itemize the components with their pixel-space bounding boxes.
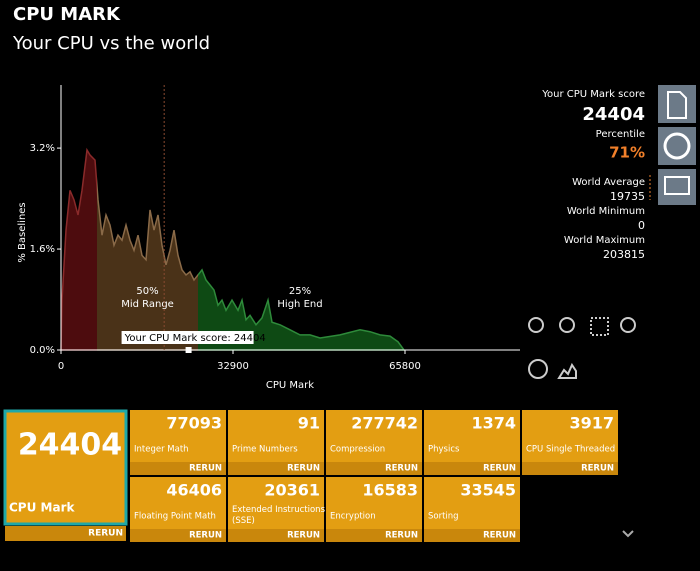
title: CPU MARK — [13, 4, 121, 25]
region-label: Mid Range — [121, 299, 174, 310]
test-tile[interactable] — [130, 477, 226, 532]
test-value: 91 — [298, 414, 320, 433]
test-value: 16583 — [362, 481, 418, 500]
test-rerun[interactable]: RERUN — [385, 531, 418, 541]
graph[interactable] — [557, 362, 577, 379]
test-name: Integer Math — [134, 445, 189, 455]
main-tile-name: CPU Mark — [9, 501, 75, 515]
side-icons — [528, 85, 696, 538]
x-axis-label: CPU Mark — [266, 380, 314, 391]
test-rerun[interactable]: RERUN — [581, 464, 614, 474]
gauge[interactable] — [528, 359, 548, 379]
zoom-reset[interactable] — [620, 317, 636, 333]
main-tile-rerun[interactable]: RERUN — [88, 529, 123, 539]
summary-score-label: Your CPU Mark score — [541, 89, 645, 100]
test-value: 20361 — [264, 481, 320, 500]
test-value: 1374 — [471, 414, 516, 433]
score-marker — [185, 347, 192, 353]
test-tile[interactable] — [326, 410, 422, 465]
test-rerun-bar — [228, 529, 324, 542]
subtitle: Your CPU vs the world — [12, 33, 210, 54]
zoom-fit[interactable] — [590, 317, 609, 336]
test-tile[interactable] — [522, 410, 618, 465]
zoom-out[interactable] — [528, 317, 544, 333]
test-rerun-bar — [130, 462, 226, 475]
test-value: 277742 — [351, 414, 418, 433]
marker-label-box — [121, 331, 254, 344]
test-rerun[interactable]: RERUN — [287, 464, 320, 474]
test-tile[interactable] — [228, 410, 324, 465]
test-rerun-bar — [424, 529, 520, 542]
x-tick-label: 32900 — [217, 361, 249, 372]
summary-world-average: 19735 — [610, 190, 645, 203]
test-rerun[interactable]: RERUN — [483, 531, 516, 541]
distribution-area — [60, 147, 406, 351]
summary-world-minimum-label: World Minimum — [567, 206, 645, 217]
test-rerun-bar — [130, 529, 226, 542]
test-name: Compression — [330, 445, 385, 455]
y-tick-label: 0.0% — [30, 345, 55, 356]
summary-percentile: 71% — [609, 144, 645, 162]
test-rerun-bar — [424, 462, 520, 475]
test-rerun[interactable]: RERUN — [287, 531, 320, 541]
test-rerun[interactable]: RERUN — [483, 464, 516, 474]
test-value: 77093 — [166, 414, 222, 433]
y-tick-label: 3.2% — [30, 143, 55, 154]
test-tile[interactable] — [130, 410, 226, 465]
y-tick-label: 1.6% — [30, 244, 55, 255]
test-name: Encryption — [330, 512, 376, 522]
summary-world-maximum: 203815 — [603, 248, 645, 261]
test-tile[interactable] — [424, 410, 520, 465]
test-rerun-bar — [326, 529, 422, 542]
test-tile[interactable] — [228, 477, 324, 532]
summary-world-maximum-label: World Maximum — [564, 235, 645, 246]
test-tile[interactable] — [424, 477, 520, 532]
globe-icon — [663, 132, 691, 160]
summary-percentile-label: Percentile — [596, 129, 645, 140]
marker-label: Your CPU Mark score: 24404 — [124, 333, 266, 344]
summary-world-minimum: 0 — [638, 219, 645, 232]
card-icon — [664, 176, 690, 195]
zoom-in[interactable] — [559, 317, 575, 333]
test-rerun-bar — [326, 462, 422, 475]
test-rerun[interactable]: RERUN — [385, 464, 418, 474]
summary-score: 24404 — [582, 104, 645, 125]
test-name: Extended Instructions (SSE) — [232, 505, 326, 526]
test-rerun[interactable]: RERUN — [189, 531, 222, 541]
test-name: Sorting — [428, 512, 459, 522]
test-value: 33545 — [460, 481, 516, 500]
test-name: CPU Single Threaded — [526, 445, 615, 455]
main-tile-rerun-bar — [5, 526, 126, 541]
test-rerun-bar — [522, 462, 618, 475]
test-tile[interactable] — [326, 477, 422, 532]
region-label: High End — [277, 299, 322, 310]
y-axis-label: % Baselines — [17, 202, 28, 262]
scroll-down[interactable] — [622, 530, 634, 538]
x-tick-label: 0 — [58, 361, 64, 372]
x-tick-label: 65800 — [389, 361, 421, 372]
report-icon — [667, 91, 687, 119]
test-name: Floating Point Math — [134, 512, 216, 522]
main-tile-value: 24404 — [18, 428, 122, 463]
chart-tools — [528, 317, 636, 379]
test-name: Prime Numbers — [232, 445, 298, 455]
region-percent: 25% — [289, 286, 311, 297]
summary-world-average-label: World Average — [572, 177, 645, 188]
test-rerun-bar — [228, 462, 324, 475]
test-rerun[interactable]: RERUN — [189, 464, 222, 474]
test-name: Physics — [428, 445, 460, 455]
test-value: 3917 — [569, 414, 614, 433]
test-value: 46406 — [166, 481, 222, 500]
region-percent: 50% — [136, 286, 158, 297]
main-tile[interactable] — [3, 409, 128, 526]
hardware-button[interactable] — [658, 169, 696, 205]
